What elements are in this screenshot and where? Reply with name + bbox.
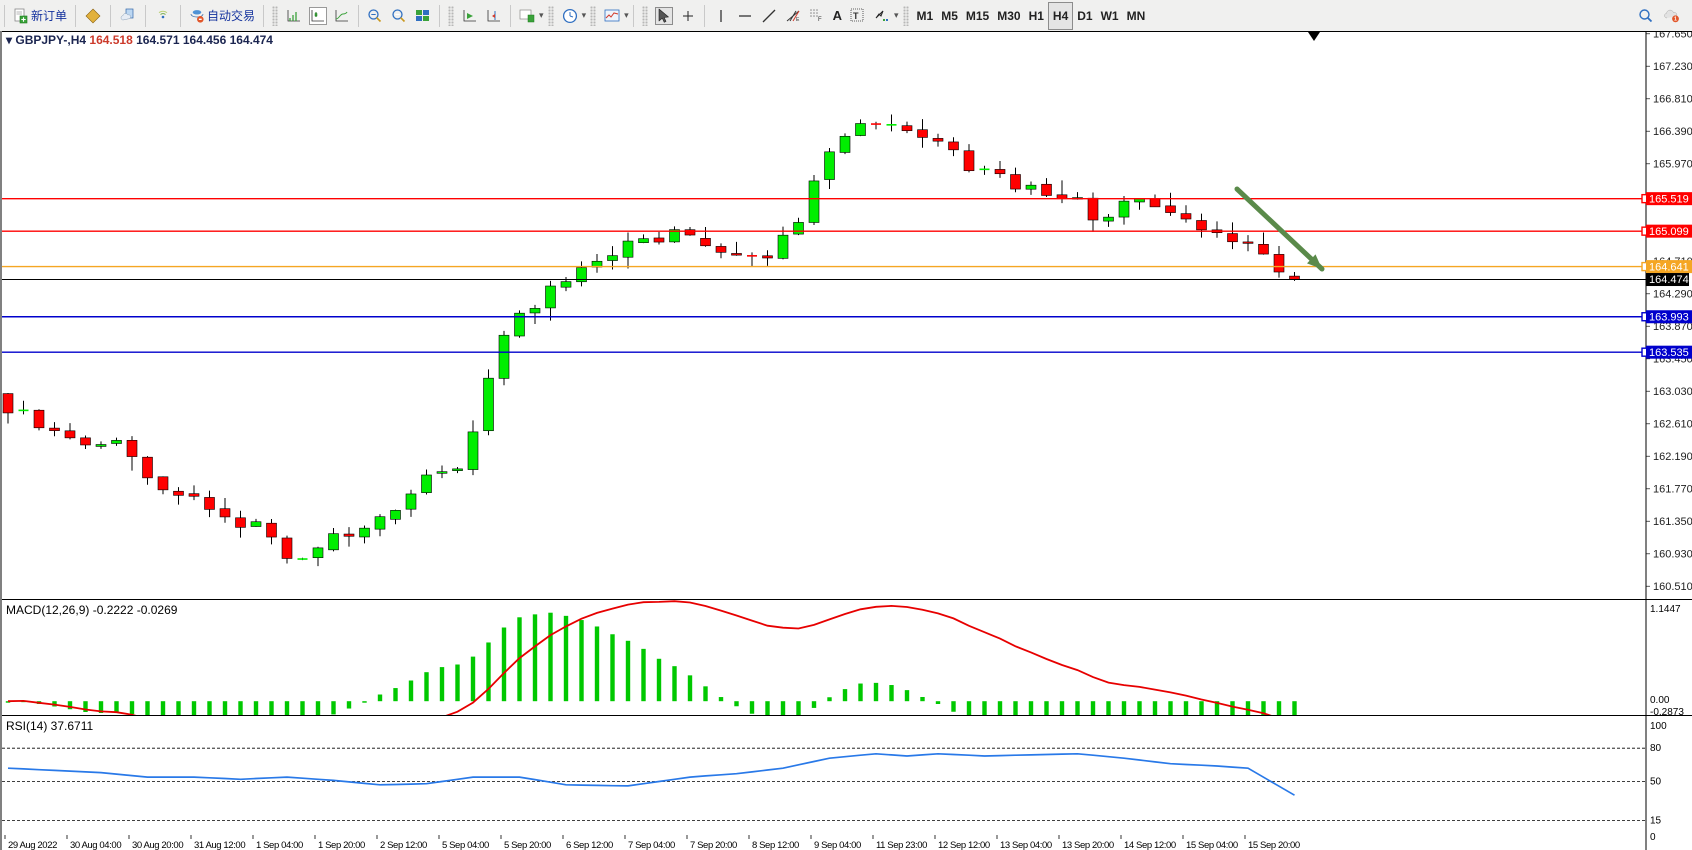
svg-text:163.993: 163.993 <box>1649 311 1689 323</box>
svg-text:164.290: 164.290 <box>1653 288 1692 300</box>
svg-text:12 Sep 12:00: 12 Sep 12:00 <box>938 840 990 850</box>
svg-text:162.190: 162.190 <box>1653 451 1692 463</box>
svg-text:1.1447: 1.1447 <box>1650 604 1681 615</box>
svg-text:166.810: 166.810 <box>1653 93 1692 105</box>
svg-text:164.474: 164.474 <box>1649 274 1689 286</box>
svg-text:0.00: 0.00 <box>1650 695 1670 706</box>
svg-text:167.650: 167.650 <box>1653 32 1692 40</box>
svg-text:1: 1 <box>1674 16 1677 22</box>
svg-text:MACD(12,26,9) -0.2222 -0.0269: MACD(12,26,9) -0.2222 -0.0269 <box>6 603 178 617</box>
svg-text:1 Sep 20:00: 1 Sep 20:00 <box>318 840 365 850</box>
svg-text:E: E <box>796 17 800 23</box>
svg-text:161.770: 161.770 <box>1653 483 1692 495</box>
svg-text:166.390: 166.390 <box>1653 126 1692 138</box>
svg-text:9 Sep 04:00: 9 Sep 04:00 <box>814 840 861 850</box>
svg-text:164.641: 164.641 <box>1649 261 1689 273</box>
svg-text:F: F <box>818 17 822 23</box>
svg-text:13 Sep 20:00: 13 Sep 20:00 <box>1062 840 1114 850</box>
svg-text:0: 0 <box>1650 832 1656 843</box>
svg-text:6 Sep 12:00: 6 Sep 12:00 <box>566 840 613 850</box>
svg-text:30 Aug 04:00: 30 Aug 04:00 <box>70 840 121 850</box>
svg-text:8 Sep 12:00: 8 Sep 12:00 <box>752 840 799 850</box>
svg-text:1 Sep 04:00: 1 Sep 04:00 <box>256 840 303 850</box>
svg-text:162.610: 162.610 <box>1653 418 1692 430</box>
svg-text:167.230: 167.230 <box>1653 61 1692 73</box>
svg-text:13 Sep 04:00: 13 Sep 04:00 <box>1000 840 1052 850</box>
svg-text:7 Sep 04:00: 7 Sep 04:00 <box>628 840 675 850</box>
svg-text:100: 100 <box>1650 721 1667 732</box>
svg-text:15 Sep 20:00: 15 Sep 20:00 <box>1248 840 1300 850</box>
svg-text:2 Sep 12:00: 2 Sep 12:00 <box>380 840 427 850</box>
svg-text:31 Aug 12:00: 31 Aug 12:00 <box>194 840 245 850</box>
svg-text:T: T <box>853 11 859 21</box>
svg-text:50: 50 <box>1650 777 1662 788</box>
svg-text:80: 80 <box>1650 743 1662 754</box>
svg-text:RSI(14) 37.6711: RSI(14) 37.6711 <box>6 719 93 733</box>
svg-text:163.535: 163.535 <box>1649 347 1689 359</box>
svg-text:7 Sep 20:00: 7 Sep 20:00 <box>690 840 737 850</box>
svg-text:14 Sep 12:00: 14 Sep 12:00 <box>1124 840 1176 850</box>
svg-text:11 Sep 23:00: 11 Sep 23:00 <box>876 840 927 850</box>
svg-text:30 Aug 20:00: 30 Aug 20:00 <box>132 840 183 850</box>
svg-text:160.510: 160.510 <box>1653 581 1692 593</box>
svg-text:160.930: 160.930 <box>1653 548 1692 560</box>
svg-text:163.030: 163.030 <box>1653 386 1692 398</box>
svg-text:15 Sep 04:00: 15 Sep 04:00 <box>1186 840 1238 850</box>
svg-text:29 Aug 2022: 29 Aug 2022 <box>8 840 57 850</box>
svg-text:165.099: 165.099 <box>1649 226 1689 238</box>
svg-text:165.519: 165.519 <box>1649 193 1689 205</box>
svg-text:165.970: 165.970 <box>1653 158 1692 170</box>
svg-text:5 Sep 04:00: 5 Sep 04:00 <box>442 840 489 850</box>
svg-text:161.350: 161.350 <box>1653 516 1692 528</box>
svg-text:15: 15 <box>1650 815 1662 826</box>
svg-text:-0.2873: -0.2873 <box>1650 707 1684 715</box>
svg-text:5 Sep 20:00: 5 Sep 20:00 <box>504 840 551 850</box>
